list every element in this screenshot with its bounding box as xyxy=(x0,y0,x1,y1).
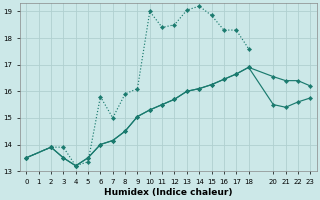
X-axis label: Humidex (Indice chaleur): Humidex (Indice chaleur) xyxy=(104,188,233,197)
